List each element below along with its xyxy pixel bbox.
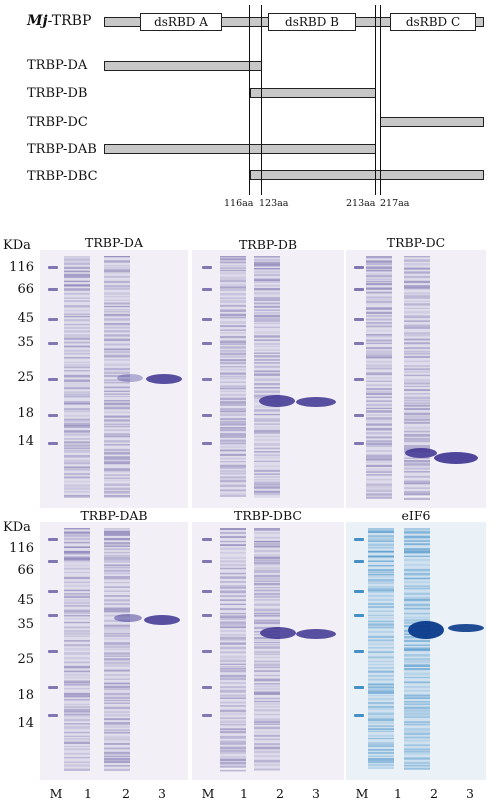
lane-label-1-1: 1 [84,786,92,801]
construct-label-dab: TRBP-DAB [27,142,97,157]
kda-label-bottom: KDa [3,520,31,535]
marker-14-top: 14 [17,434,34,449]
construct-label-dbc: TRBP-DBC [27,169,98,184]
lane-label-2-3: 2 [430,786,438,801]
lane-label-m-3: M [355,786,369,801]
boundary-line-217 [380,5,381,195]
gel-image-eif6 [346,522,486,780]
lane-label-1-3: 1 [394,786,402,801]
construct-label-dc: TRBP-DC [27,115,88,130]
marker-116-bottom: 116 [9,541,34,556]
boundary-label-123: 123aa [259,198,289,209]
gel-image-dbc [192,522,344,780]
domain-box-a: dsRBD A [140,13,222,31]
gel-image-dab [40,522,188,780]
marker-35-bottom: 35 [17,617,34,632]
gel-title-dc: TRBP-DC [386,235,446,250]
kda-label-top: KDa [3,238,31,253]
gel-title-da: TRBP-DA [85,235,143,250]
lane-label-m-1: M [49,786,63,801]
gel-title-dab: TRBP-DAB [80,508,148,523]
lane-label-3-1: 3 [158,786,166,801]
construct-label-da: TRBP-DA [27,58,88,73]
marker-18-bottom: 18 [17,688,34,703]
full-length-label: Mj-TRBP [27,13,91,29]
marker-18-top: 18 [17,406,34,421]
construct-bar-db [250,88,376,98]
gel-image-db [192,250,344,508]
marker-35-top: 35 [17,335,34,350]
boundary-label-116: 116aa [224,198,254,209]
marker-66-top: 66 [17,282,34,297]
lane-label-m-2: M [201,786,215,801]
marker-116-top: 116 [9,260,34,275]
marker-14-bottom: 14 [17,716,34,731]
lane-label-3-3: 3 [466,786,474,801]
lane-label-1-2: 1 [240,786,248,801]
lane-label-2-2: 2 [276,786,284,801]
construct-bar-dab [104,144,376,154]
gel-title-eif6: eIF6 [401,508,431,523]
boundary-line-116 [249,5,250,195]
gel-image-dc [346,250,486,508]
marker-25-top: 25 [17,370,34,385]
marker-45-bottom: 45 [17,593,34,608]
marker-25-bottom: 25 [17,652,34,667]
construct-bar-da [104,61,262,71]
domain-box-c: dsRBD C [390,13,476,31]
gel-title-db: TRBP-DB [238,237,298,252]
construct-bar-dc [380,117,484,127]
gel-image-da [40,250,188,508]
marker-66-bottom: 66 [17,563,34,578]
construct-label-db: TRBP-DB [27,86,88,101]
boundary-line-123 [261,5,262,195]
boundary-line-213 [375,5,376,195]
domain-schematic: Mj-TRBP dsRBD A dsRBD B dsRBD C TRBP-DA … [0,0,498,210]
domain-box-b: dsRBD B [268,13,356,31]
marker-45-top: 45 [17,311,34,326]
boundary-label-217: 217aa [380,198,410,209]
gel-title-dbc: TRBP-DBC [234,508,302,523]
boundary-label-213: 213aa [346,198,376,209]
lane-label-2-1: 2 [122,786,130,801]
construct-bar-dbc [250,170,484,180]
lane-label-3-2: 3 [312,786,320,801]
species-abbrev: Mj [27,13,48,29]
protein-name: -TRBP [47,13,92,29]
